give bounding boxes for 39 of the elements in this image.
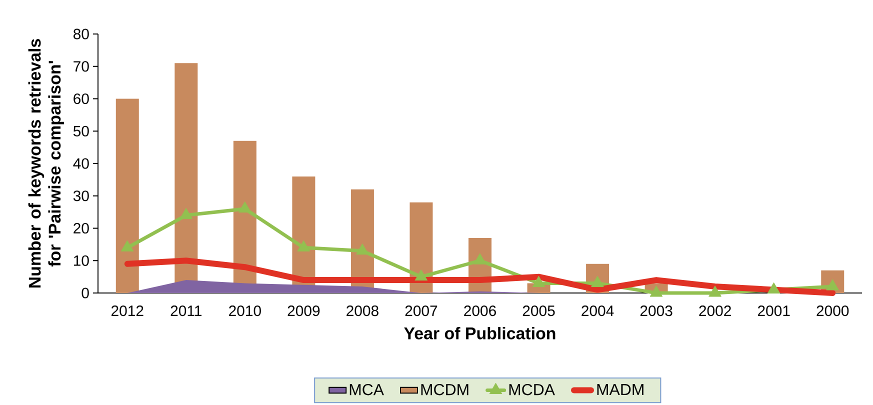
- x-tick-label: 2001: [758, 306, 790, 316]
- y-tick-label: 70: [74, 61, 89, 72]
- point: [414, 270, 428, 281]
- y-tick-label: 50: [73, 126, 89, 136]
- y-axis-title: Number of keywords retrievals for 'Pairwise comparison': [28, 39, 64, 288]
- x-tick-label: 2012: [112, 306, 144, 316]
- bar: [116, 98, 139, 293]
- x-tick-label: 2003: [640, 306, 672, 316]
- point: [768, 282, 780, 294]
- x-tick-label: 2008: [346, 306, 378, 316]
- point: [180, 208, 192, 220]
- y-tick-label: 80: [74, 28, 89, 40]
- x-tick-label: 2010: [229, 306, 261, 316]
- x-tick-label: 2007: [405, 306, 438, 316]
- y-tick-label: 60: [74, 93, 89, 104]
- legend-label: MCA: [350, 384, 384, 396]
- y-tick-label: 20: [74, 222, 89, 234]
- x-tick-label: 2009: [288, 306, 320, 316]
- point: [297, 240, 310, 252]
- point: [532, 276, 546, 288]
- legend-label: MADM: [597, 384, 644, 396]
- y-tick-label: 0: [82, 288, 89, 298]
- x-tick-label: 2005: [522, 306, 555, 316]
- x-tick-label: 2006: [464, 306, 496, 316]
- y-tick-label: 10: [74, 255, 89, 266]
- y-tick-label: 30: [73, 190, 89, 202]
- x-tick-label: 2011: [170, 306, 202, 316]
- x-axis-title: Year of Publication: [404, 326, 556, 340]
- x-tick-label: 2004: [582, 306, 614, 316]
- point: [650, 286, 663, 297]
- point: [708, 286, 722, 297]
- y-tick-label: 40: [73, 158, 89, 169]
- x-tick-label: 2000: [816, 306, 849, 316]
- point: [474, 253, 486, 264]
- legend-label: MCDA: [509, 384, 555, 396]
- x-tick-label: 2002: [699, 306, 731, 316]
- point: [238, 202, 252, 213]
- legend-label: MCDM: [421, 384, 468, 396]
- point: [121, 240, 134, 252]
